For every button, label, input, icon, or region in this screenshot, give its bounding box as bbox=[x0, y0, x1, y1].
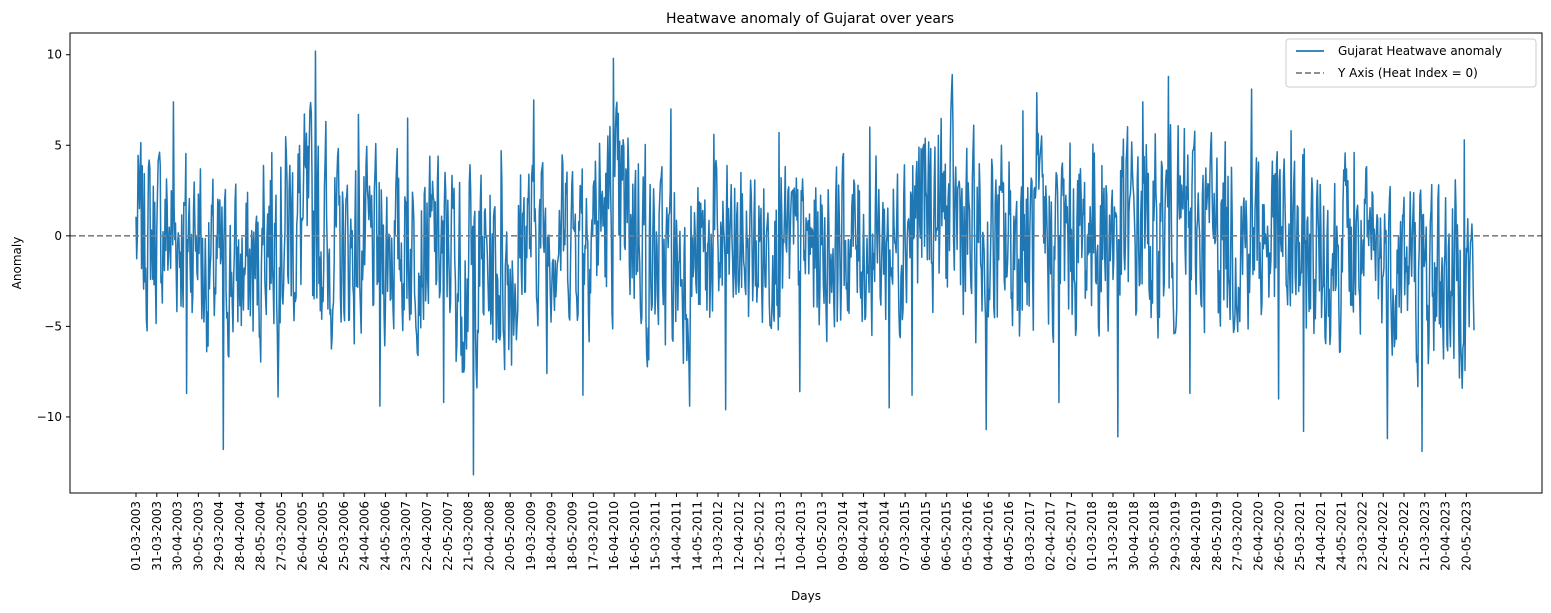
x-tick-label: 29-03-2004 bbox=[212, 501, 226, 571]
x-tick-label: 27-03-2005 bbox=[275, 501, 289, 571]
x-tick-label: 08-05-2014 bbox=[877, 501, 891, 571]
x-tick-label: 26-05-2020 bbox=[1272, 501, 1286, 571]
x-tick-label: 07-03-2015 bbox=[898, 501, 912, 571]
x-tick-label: 06-04-2015 bbox=[919, 501, 933, 571]
legend-label-zero-line: Y Axis (Heat Index = 0) bbox=[1337, 66, 1478, 80]
x-tick-label: 23-03-2022 bbox=[1355, 501, 1369, 571]
x-axis-label: Days bbox=[791, 589, 821, 603]
x-tick-label: 21-03-2023 bbox=[1418, 501, 1432, 571]
x-tick-label: 16-04-2010 bbox=[607, 501, 621, 571]
y-tick-label: 0 bbox=[54, 229, 62, 243]
y-tick-label: 5 bbox=[54, 138, 62, 152]
x-tick-label: 30-04-2018 bbox=[1127, 501, 1141, 571]
x-tick-label: 22-04-2007 bbox=[420, 501, 434, 571]
x-tick-label: 25-03-2006 bbox=[337, 501, 351, 571]
x-tick-label: 04-04-2016 bbox=[981, 501, 995, 571]
x-tick-label: 22-04-2022 bbox=[1376, 501, 1390, 571]
x-tick-label: 21-03-2008 bbox=[462, 501, 476, 571]
x-tick-label: 20-05-2023 bbox=[1459, 501, 1473, 571]
plot-frame bbox=[69, 32, 1543, 494]
x-tick-label: 24-05-2021 bbox=[1335, 501, 1349, 571]
chart-title: Heatwave anomaly of Gujarat over years bbox=[666, 11, 954, 27]
x-tick-label: 16-05-2010 bbox=[628, 501, 642, 571]
x-tick-label: 28-05-2004 bbox=[254, 501, 268, 571]
x-tick-label: 30-04-2003 bbox=[171, 501, 185, 571]
x-tick-label: 15-03-2011 bbox=[649, 501, 663, 571]
x-tick-label: 17-03-2010 bbox=[586, 501, 600, 571]
x-tick-label: 25-03-2021 bbox=[1293, 501, 1307, 571]
x-tick-label: 13-03-2012 bbox=[711, 501, 725, 571]
x-tick-label: 02-05-2017 bbox=[1064, 501, 1078, 571]
x-tick-label: 18-05-2009 bbox=[566, 501, 580, 571]
x-tick-label: 18-04-2009 bbox=[545, 501, 559, 571]
x-tick-label: 01-03-2018 bbox=[1085, 501, 1099, 571]
x-tick-label: 24-05-2006 bbox=[378, 501, 392, 571]
legend: Gujarat Heatwave anomaly Y Axis (Heat In… bbox=[1285, 38, 1537, 88]
x-tick-label: 02-04-2017 bbox=[1044, 501, 1058, 571]
x-tick-label: 04-05-2016 bbox=[1002, 501, 1016, 571]
x-tick-label: 26-05-2005 bbox=[316, 501, 330, 571]
x-tick-label: 09-03-2014 bbox=[836, 501, 850, 571]
legend-box bbox=[1285, 38, 1537, 88]
y-axis-label: Anomaly bbox=[10, 237, 24, 290]
x-tick-label: 10-04-2013 bbox=[794, 501, 808, 571]
x-tick-label: 01-03-2003 bbox=[129, 501, 143, 571]
x-tick-label: 26-04-2020 bbox=[1252, 501, 1266, 571]
x-tick-label: 06-05-2015 bbox=[940, 501, 954, 571]
x-tick-label: 27-03-2020 bbox=[1231, 501, 1245, 571]
legend-label-anomaly: Gujarat Heatwave anomaly bbox=[1338, 44, 1502, 58]
x-tick-label: 31-03-2003 bbox=[150, 501, 164, 571]
x-tick-label: 28-04-2019 bbox=[1189, 501, 1203, 571]
y-tick-label: 10 bbox=[47, 48, 62, 62]
y-axis: −10 −5 0 5 10 bbox=[37, 48, 70, 424]
x-tick-label: 14-05-2011 bbox=[690, 501, 704, 571]
plot-area bbox=[69, 32, 1543, 494]
x-tick-label: 12-05-2012 bbox=[753, 501, 767, 571]
x-tick-label: 12-04-2012 bbox=[732, 501, 746, 571]
y-tick-label: −10 bbox=[37, 410, 62, 424]
x-tick-label: 30-05-2018 bbox=[1148, 501, 1162, 571]
x-tick-label: 24-04-2021 bbox=[1314, 501, 1328, 571]
x-tick-label: 22-05-2022 bbox=[1397, 501, 1411, 571]
x-tick-label: 14-04-2011 bbox=[669, 501, 683, 571]
x-tick-label: 20-04-2008 bbox=[482, 501, 496, 571]
x-tick-label: 19-03-2009 bbox=[524, 501, 538, 571]
x-tick-label: 28-04-2004 bbox=[233, 501, 247, 571]
x-tick-label: 10-05-2013 bbox=[815, 501, 829, 571]
x-tick-label: 29-03-2019 bbox=[1168, 501, 1182, 571]
x-tick-label: 20-04-2023 bbox=[1439, 501, 1453, 571]
x-axis: 01-03-2003 31-03-2003 30-04-2003 30-05-2003… bbox=[129, 493, 1473, 571]
x-tick-label: 23-03-2007 bbox=[399, 501, 413, 571]
series-line-anomaly bbox=[135, 50, 1475, 476]
x-tick-label: 24-04-2006 bbox=[358, 501, 372, 571]
x-tick-label: 26-04-2005 bbox=[295, 501, 309, 571]
x-tick-label: 11-03-2013 bbox=[773, 501, 787, 571]
x-tick-label: 05-03-2016 bbox=[960, 501, 974, 571]
x-tick-label: 08-04-2014 bbox=[857, 501, 871, 571]
x-tick-label: 28-05-2019 bbox=[1210, 501, 1224, 571]
x-tick-label: 20-05-2008 bbox=[503, 501, 517, 571]
x-tick-label: 03-03-2017 bbox=[1023, 501, 1037, 571]
x-tick-label: 22-05-2007 bbox=[441, 501, 455, 571]
x-tick-label: 30-05-2003 bbox=[191, 501, 205, 571]
y-tick-label: −5 bbox=[44, 319, 62, 333]
x-tick-label: 31-03-2018 bbox=[1106, 501, 1120, 571]
